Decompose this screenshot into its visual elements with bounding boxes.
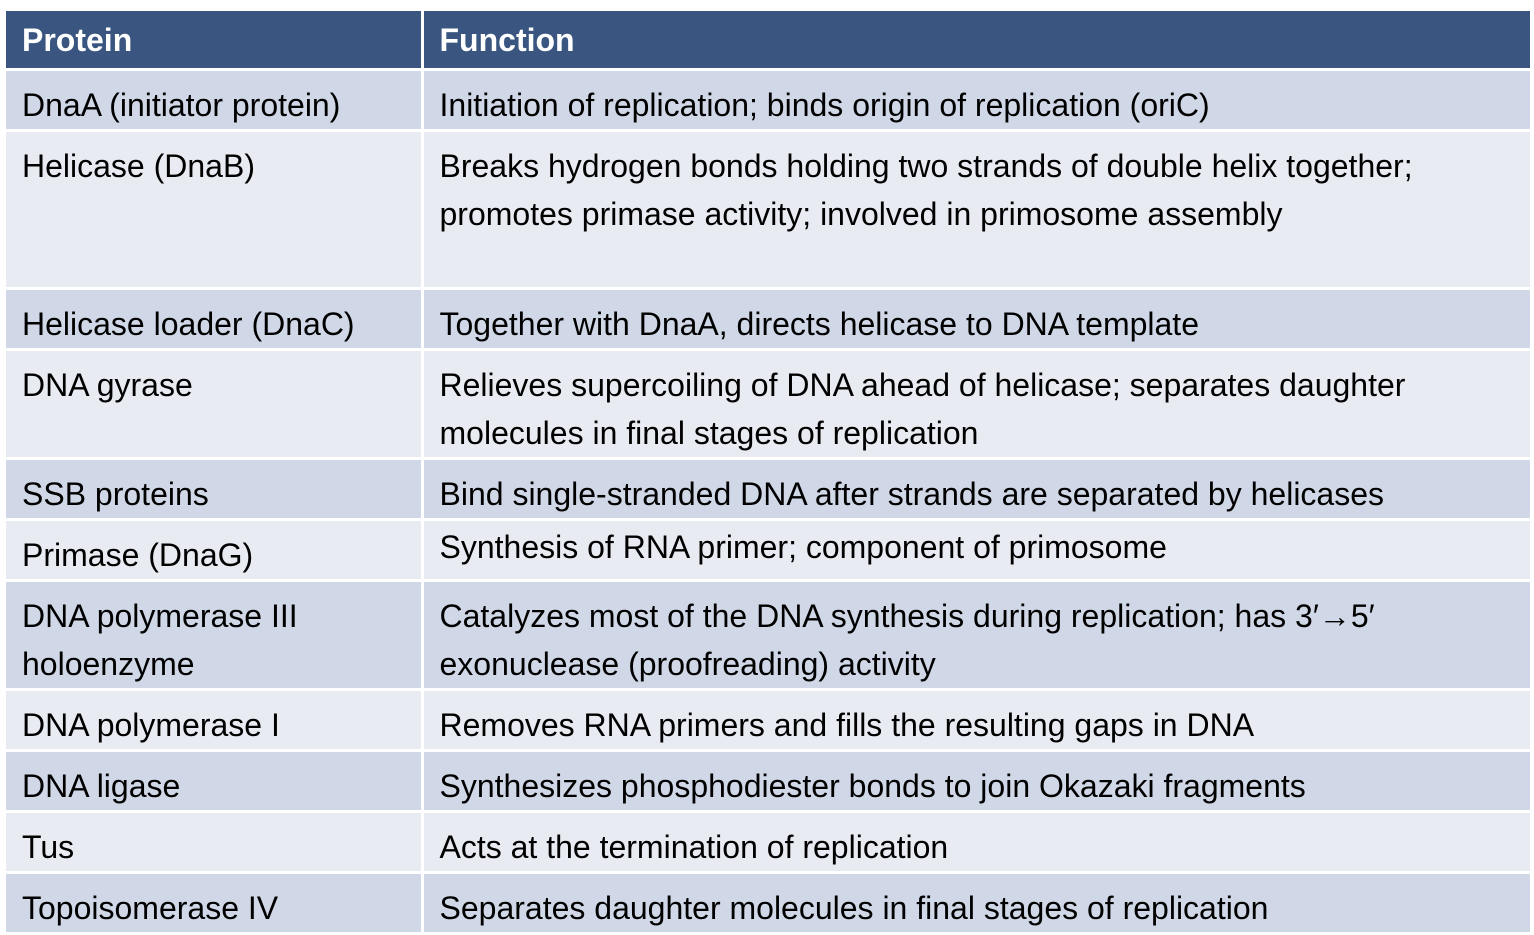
protein-cell: Helicase (DnaB) — [6, 130, 424, 290]
table-header-row: Protein Function — [6, 11, 1530, 71]
table-row: DNA polymerase I Removes RNA primers and… — [6, 689, 1530, 752]
table-row: Tus Acts at the termination of replicati… — [6, 811, 1530, 874]
table-row: Topoisomerase IV Separates daughter mole… — [6, 872, 1530, 935]
function-cell: Together with DnaA, directs helicase to … — [422, 288, 1530, 351]
protein-cell: DNA ligase — [6, 750, 424, 813]
table-row: Helicase (DnaB) Breaks hydrogen bonds ho… — [6, 130, 1530, 290]
function-cell: Acts at the termination of replication — [422, 811, 1530, 874]
table-row: DnaA (initiator protein) Initiation of r… — [6, 69, 1530, 132]
table-row: Helicase loader (DnaC) Together with Dna… — [6, 288, 1530, 351]
protein-function-table: Protein Function DnaA (initiator protein… — [6, 11, 1530, 935]
table-row: SSB proteins Bind single-stranded DNA af… — [6, 458, 1530, 521]
function-cell: Separates daughter molecules in final st… — [422, 872, 1530, 935]
protein-cell: DNA polymerase III holoenzyme — [6, 580, 424, 691]
protein-cell: DNA polymerase I — [6, 689, 424, 752]
protein-cell: Topoisomerase IV — [6, 872, 424, 935]
protein-cell: Helicase loader (DnaC) — [6, 288, 424, 351]
header-protein: Protein — [6, 11, 424, 71]
protein-cell: Tus — [6, 811, 424, 874]
function-cell: Catalyzes most of the DNA synthesis duri… — [422, 580, 1530, 691]
table-row: DNA ligase Synthesizes phosphodiester bo… — [6, 750, 1530, 813]
function-cell: Removes RNA primers and fills the result… — [422, 689, 1530, 752]
protein-function-table-container: Protein Function DnaA (initiator protein… — [6, 11, 1530, 935]
table-row: Primase (DnaG) Synthesis of RNA primer; … — [6, 519, 1530, 582]
function-cell: Synthesizes phosphodiester bonds to join… — [422, 750, 1530, 813]
header-function: Function — [422, 11, 1530, 71]
function-cell: Synthesis of RNA primer; component of pr… — [422, 519, 1530, 582]
protein-cell: SSB proteins — [6, 458, 424, 521]
protein-cell: DNA gyrase — [6, 349, 424, 460]
protein-cell: Primase (DnaG) — [6, 519, 424, 582]
table-row: DNA gyrase Relieves supercoiling of DNA … — [6, 349, 1530, 460]
function-cell: Relieves supercoiling of DNA ahead of he… — [422, 349, 1530, 460]
protein-cell: DnaA (initiator protein) — [6, 69, 424, 132]
function-cell: Breaks hydrogen bonds holding two strand… — [422, 130, 1530, 290]
function-cell: Bind single-stranded DNA after strands a… — [422, 458, 1530, 521]
function-cell: Initiation of replication; binds origin … — [422, 69, 1530, 132]
table-row: DNA polymerase III holoenzyme Catalyzes … — [6, 580, 1530, 691]
